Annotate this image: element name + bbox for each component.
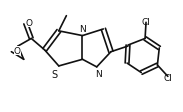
Text: N: N [79, 25, 86, 34]
Text: Cl: Cl [163, 73, 172, 82]
Text: Cl: Cl [142, 18, 150, 27]
Text: N: N [95, 69, 102, 78]
Text: O: O [14, 47, 20, 56]
Text: O: O [26, 19, 33, 28]
Text: S: S [51, 69, 57, 79]
